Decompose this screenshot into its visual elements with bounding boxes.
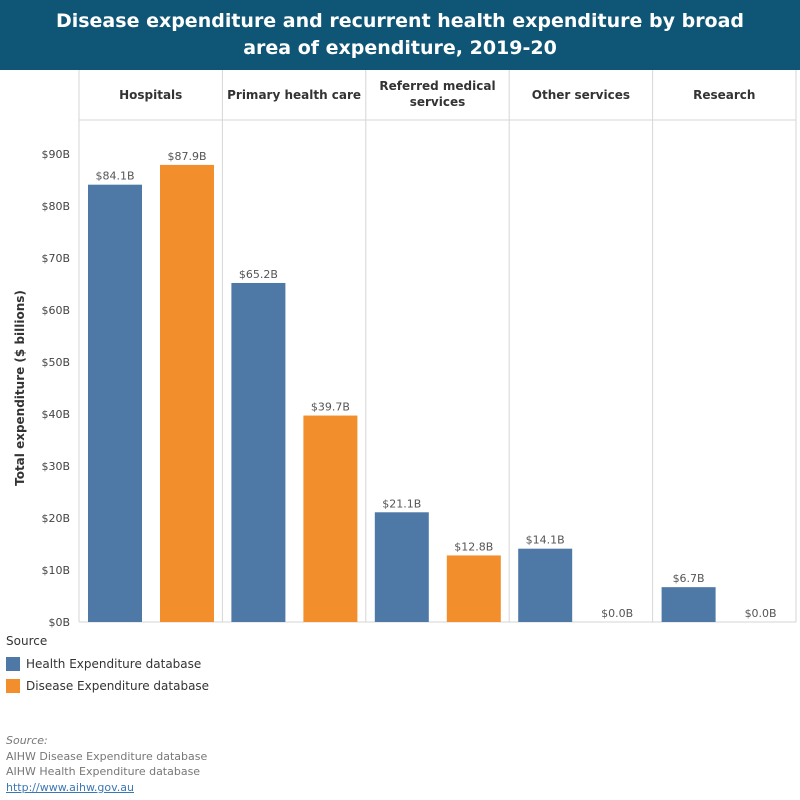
y-tick-label: $20B [41, 512, 70, 525]
y-tick-label: $50B [41, 356, 70, 369]
source-notes: Source: AIHW Disease Expenditure databas… [6, 733, 207, 795]
y-tick-label: $0B [48, 616, 70, 629]
data-label: $39.7B [311, 401, 350, 414]
legend-label-disease: Disease Expenditure database [26, 679, 210, 693]
legend-swatch-disease [6, 679, 20, 693]
data-label: $87.9B [167, 150, 206, 163]
y-tick-label: $10B [41, 564, 70, 577]
data-label: $84.1B [95, 170, 134, 183]
y-tick-label: $70B [41, 252, 70, 265]
legend-label-health: Health Expenditure database [26, 657, 202, 671]
bar-chart: Hospitals Primary health care Referred med… [13, 70, 797, 629]
bar-health [661, 587, 716, 622]
bar-health [88, 184, 142, 622]
legend-item-disease[interactable]: Disease Expenditure database [6, 675, 209, 697]
bar-health [374, 512, 429, 622]
y-tick-label: $60B [41, 304, 70, 317]
data-label: $0.0B [601, 607, 633, 620]
y-tick-label: $30B [41, 460, 70, 473]
legend: Source Health Expenditure database Disea… [6, 634, 209, 697]
chart-title: Disease expenditure and recurrent health… [55, 10, 745, 59]
category-header: services [410, 95, 466, 109]
y-tick-label: $90B [41, 148, 70, 161]
source-label: Source: [6, 734, 48, 747]
data-label: $65.2B [239, 268, 278, 281]
category-header: Other services [532, 88, 630, 102]
legend-title: Source [6, 634, 48, 648]
title-bar: Disease expenditure and recurrent health… [0, 0, 800, 70]
bar-health [231, 282, 286, 622]
data-label: $6.7B [673, 572, 705, 585]
source-line: AIHW Disease Expenditure database [6, 749, 208, 763]
source-link[interactable]: http://www.aihw.gov.au [6, 780, 135, 794]
data-label: $14.1B [526, 534, 565, 547]
legend-item-health[interactable]: Health Expenditure database [6, 653, 209, 675]
y-tick-label: $40B [41, 408, 70, 421]
data-label: $12.8B [454, 540, 493, 553]
legend-swatch-health [6, 657, 20, 671]
source-line: AIHW Health Expenditure database [6, 765, 201, 778]
bar-health [518, 548, 573, 622]
bar-disease [303, 415, 358, 622]
y-axis-title: Total expenditure ($ billions) [13, 290, 27, 486]
category-header: Primary health care [227, 88, 361, 102]
bar-disease [160, 164, 214, 623]
category-header: Research [693, 88, 755, 102]
category-header: Hospitals [119, 88, 182, 102]
data-label: $21.1B [382, 497, 421, 510]
bar-disease [446, 555, 501, 622]
data-label: $0.0B [745, 607, 777, 620]
y-tick-label: $80B [41, 200, 70, 213]
category-header: Referred medical [379, 79, 495, 93]
